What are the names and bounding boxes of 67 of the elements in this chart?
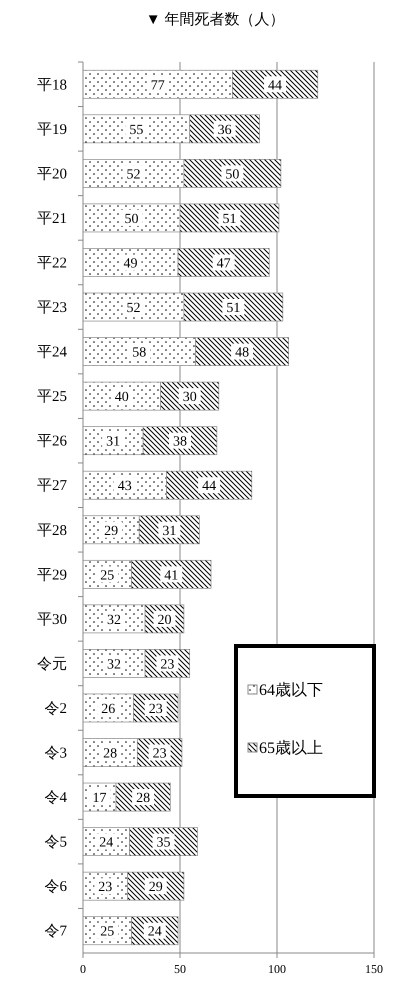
y-tick-label: 平28 <box>37 522 67 539</box>
data-label: 20 <box>157 612 172 628</box>
data-label: 28 <box>103 746 118 762</box>
data-label: 50 <box>225 167 240 182</box>
data-label: 28 <box>136 791 150 806</box>
data-label: 40 <box>114 390 129 406</box>
chart-title: ▼ 年間死者数（人） <box>146 11 284 28</box>
data-label: 51 <box>226 301 240 316</box>
data-label: 47 <box>216 256 231 272</box>
data-label: 49 <box>124 256 138 272</box>
data-label: 31 <box>162 524 176 539</box>
y-tick-label: 平22 <box>37 255 67 272</box>
y-tick-label: 平18 <box>37 77 67 94</box>
y-tick-label: 令2 <box>44 700 67 717</box>
data-label: 55 <box>129 122 144 138</box>
data-label: 23 <box>152 746 167 762</box>
legend-label: 64歳以下 <box>259 681 323 699</box>
data-label: 52 <box>126 167 140 182</box>
data-label: 50 <box>124 212 138 227</box>
data-label: 38 <box>173 434 187 450</box>
y-tick-label: 令元 <box>37 655 67 672</box>
y-tick-label: 平29 <box>37 567 67 584</box>
data-label: 29 <box>148 880 163 896</box>
y-tick-label: 平23 <box>37 300 67 316</box>
data-label: 25 <box>100 924 114 940</box>
y-tick-label: 平25 <box>37 389 67 406</box>
y-tick-label: 平21 <box>37 210 67 227</box>
data-label: 51 <box>222 212 236 227</box>
x-tick-label: 0 <box>80 962 86 976</box>
y-tick-label: 令3 <box>44 744 67 762</box>
data-label: 32 <box>107 612 122 628</box>
data-label: 58 <box>132 346 146 361</box>
y-tick-label: 令6 <box>44 878 68 896</box>
data-label: 44 <box>268 78 282 94</box>
x-tick-label: 150 <box>365 962 383 976</box>
y-tick-label: 令4 <box>44 789 68 806</box>
y-tick-label: 令5 <box>44 834 67 851</box>
data-label: 41 <box>164 568 178 584</box>
y-tick-label: 平20 <box>37 166 67 182</box>
y-tick-label: 平30 <box>37 612 67 628</box>
data-label: 43 <box>118 479 132 494</box>
x-tick-label: 50 <box>174 962 186 976</box>
data-label: 48 <box>235 346 250 361</box>
data-label: 44 <box>202 479 216 494</box>
data-label: 52 <box>126 301 140 316</box>
x-tick-label: 100 <box>268 962 286 976</box>
data-label: 29 <box>104 524 118 539</box>
legend-label: 65歳以上 <box>259 739 323 757</box>
data-label: 36 <box>218 122 232 138</box>
data-label: 77 <box>150 78 165 94</box>
data-label: 23 <box>148 702 163 717</box>
y-tick-label: 平19 <box>37 122 67 138</box>
data-label: 25 <box>100 568 114 584</box>
data-label: 23 <box>160 657 174 672</box>
y-tick-label: 平27 <box>37 478 68 494</box>
data-label: 31 <box>106 434 120 450</box>
y-tick-label: 平26 <box>37 434 68 450</box>
data-label: 24 <box>148 924 162 940</box>
data-label: 24 <box>99 836 114 851</box>
data-label: 26 <box>101 702 116 717</box>
data-label: 32 <box>107 657 122 672</box>
y-tick-label: 平24 <box>37 344 68 361</box>
y-tick-label: 令7 <box>44 922 68 940</box>
data-label: 35 <box>156 836 171 851</box>
data-label: 23 <box>98 880 112 896</box>
data-label: 17 <box>92 791 106 806</box>
data-label: 30 <box>182 390 197 406</box>
